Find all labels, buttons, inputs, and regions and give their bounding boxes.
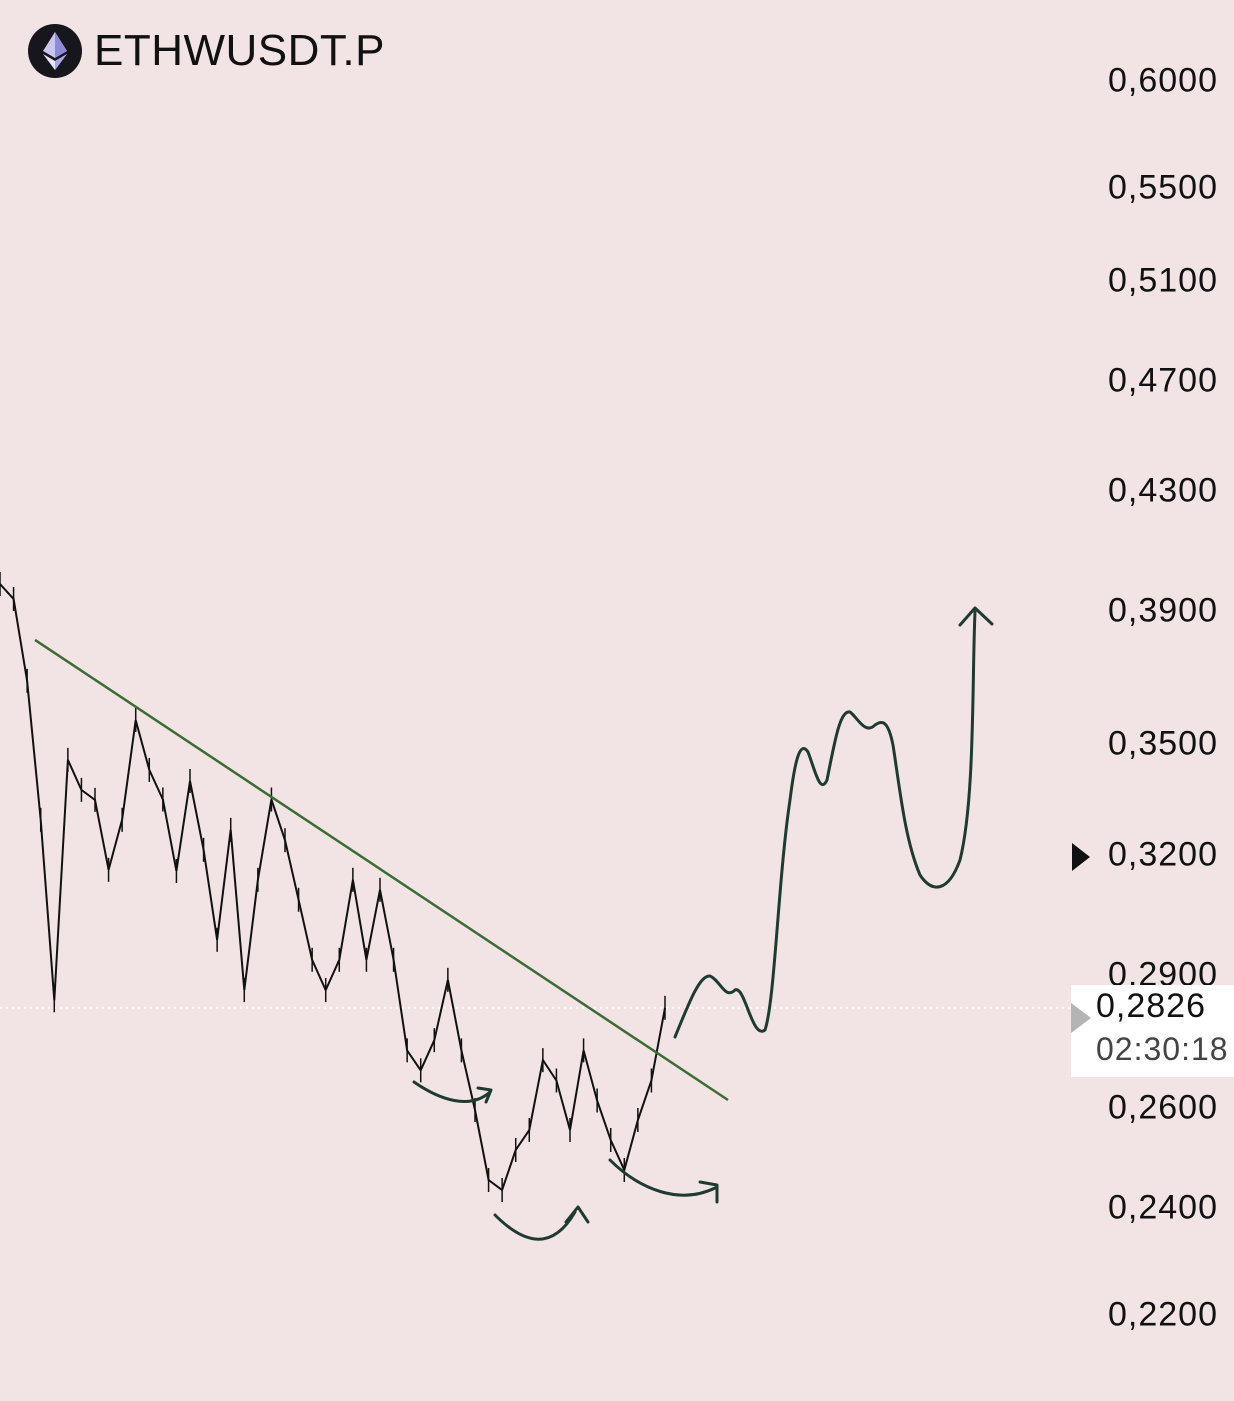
arrow-head-icon bbox=[698, 1180, 719, 1204]
price-line bbox=[0, 583, 666, 1192]
symbol-title: ETHWUSDT.P bbox=[94, 26, 385, 75]
right-shoulder-curve bbox=[608, 1158, 717, 1197]
price-pointer-icon bbox=[1071, 1003, 1091, 1033]
arrow-head-up-icon bbox=[958, 606, 994, 627]
arrow-head-icon bbox=[476, 1086, 493, 1104]
price-series bbox=[0, 572, 666, 1202]
y-tick-label: 0,6000 bbox=[1108, 61, 1218, 100]
y-tick-label: 0,3900 bbox=[1108, 591, 1218, 630]
price-level-marker-icon bbox=[1072, 843, 1090, 871]
current-price-label: 0,2826 02:30:18 bbox=[1071, 985, 1234, 1077]
y-tick-label: 0,4700 bbox=[1108, 361, 1218, 400]
current-price-value: 0,2826 bbox=[1096, 987, 1206, 1025]
candle-countdown: 02:30:18 bbox=[1096, 1031, 1229, 1067]
y-tick-label: 0,5500 bbox=[1108, 168, 1218, 207]
neckline-left-curve bbox=[412, 1080, 492, 1103]
y-tick-label: 0,3500 bbox=[1108, 724, 1218, 763]
projection-path bbox=[673, 610, 977, 1039]
y-tick-label: 0,3200 bbox=[1108, 835, 1218, 874]
y-tick-label: 0,2600 bbox=[1108, 1088, 1218, 1127]
y-tick-label: 0,2400 bbox=[1108, 1188, 1218, 1227]
projection-drawing bbox=[412, 606, 994, 1241]
y-tick-label: 0,4300 bbox=[1108, 471, 1218, 510]
chart-header: ETHWUSDT.P bbox=[28, 24, 385, 78]
head-curve bbox=[493, 1210, 577, 1241]
trendline bbox=[34, 638, 729, 1102]
ethereum-icon bbox=[28, 24, 82, 78]
y-tick-label: 0,2200 bbox=[1108, 1295, 1218, 1334]
y-tick-label: 0,5100 bbox=[1108, 261, 1218, 300]
arrow-head-icon bbox=[564, 1205, 590, 1224]
